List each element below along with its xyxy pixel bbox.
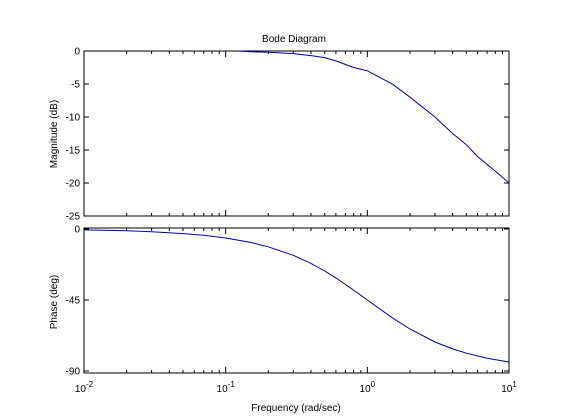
magnitude-panel: 0 -5 -10 -15 -20 -25 Magnitude (dB) — [49, 47, 510, 223]
phase-y-label: Phase (deg) — [49, 275, 60, 329]
magnitude-y-tick-label: -15 — [66, 146, 81, 157]
magnitude-series-line — [236, 50, 510, 184]
x-tick-label-exponent: -2 — [86, 380, 94, 389]
x-tick-label-base: 10 — [217, 384, 229, 395]
magnitude-y-tick-label: -25 — [66, 212, 81, 223]
x-tick-label-base: 10 — [360, 384, 372, 395]
magnitude-y-tick-label: -10 — [66, 113, 81, 124]
x-tick-label-exponent: -1 — [228, 380, 236, 389]
phase-panel: 0-45-90 10-2 10-1 100 101 Phase (deg) — [49, 225, 517, 396]
x-tick-label: 10-2 — [75, 380, 94, 395]
magnitude-axes-box — [83, 50, 510, 217]
x-tick-label: 10-1 — [217, 380, 236, 395]
phase-y-tick-label: -90 — [66, 367, 81, 378]
x-tick-label-base: 10 — [501, 384, 513, 395]
phase-series-line — [83, 229, 510, 363]
magnitude-y-label: Magnitude (dB) — [49, 100, 60, 168]
magnitude-y-ticks: 0 -5 -10 -15 -20 -25 — [66, 47, 509, 223]
phase-y-tick-label: -45 — [66, 296, 81, 307]
x-axis-label: Frequency (rad/sec) — [251, 403, 340, 414]
chart-title: Bode Diagram — [262, 34, 326, 45]
x-tick-label-base: 10 — [75, 384, 87, 395]
x-tick-label-exponent: 1 — [512, 380, 517, 389]
phase-y-tick-label: 0 — [74, 225, 80, 236]
phase-y-ticks: 0 -45 -90 — [66, 225, 509, 378]
x-tick-label: 101 — [501, 380, 517, 395]
x-tick-label: 100 — [360, 380, 376, 395]
phase-axes-box — [83, 227, 510, 374]
magnitude-y-tick-label: -5 — [71, 80, 80, 91]
phase-x-ticks: 10-2 10-1 100 101 — [75, 228, 517, 395]
magnitude-y-tick-label: 0 — [74, 47, 80, 58]
magnitude-y-tick-label: -20 — [66, 179, 81, 190]
x-tick-label-exponent: 0 — [371, 380, 376, 389]
